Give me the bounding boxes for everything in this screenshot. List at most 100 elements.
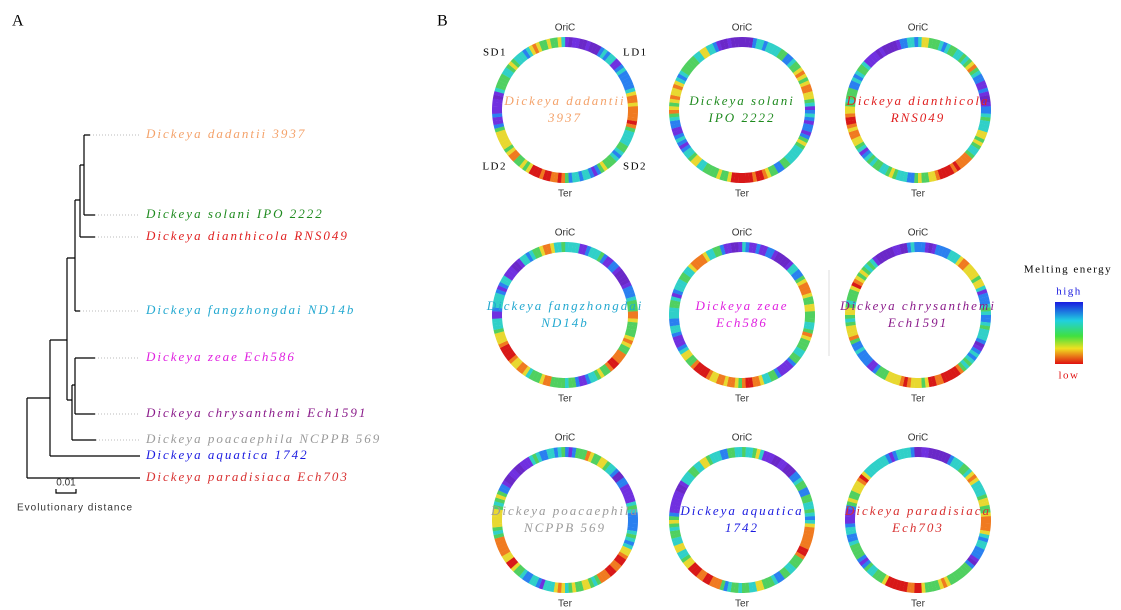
ring-segment: [708, 576, 717, 587]
ring-segment: [621, 545, 632, 554]
ring-segment: [878, 162, 887, 174]
ring-segment: [776, 570, 785, 582]
ring-segment: [538, 40, 546, 52]
ring-segment: [599, 570, 608, 582]
ring-segment: [682, 63, 694, 73]
ring-segment: [508, 61, 519, 71]
ring-segment: [602, 255, 612, 267]
ring-segment: [968, 272, 980, 281]
ring-segment: [581, 374, 588, 386]
ring-segment: [675, 486, 686, 495]
ring-segment: [719, 449, 726, 461]
ring-segment: [798, 135, 809, 144]
ter-label: Ter: [911, 599, 926, 610]
ring-segment: [702, 572, 711, 584]
genome-label: Dickeya solani: [688, 93, 795, 108]
ring-segment: [895, 374, 902, 386]
ring-segment: [934, 244, 941, 256]
ring-segment: [690, 55, 700, 66]
ring-segment: [673, 285, 685, 293]
ring-segment: [498, 545, 509, 554]
ring-segment: [702, 456, 711, 468]
ring-segment: [940, 167, 948, 179]
ring-segment: [937, 245, 945, 257]
ring-segment: [696, 255, 706, 267]
ring-segment: [854, 346, 866, 355]
ring-segment: [801, 87, 813, 94]
ring-segment: [957, 258, 967, 269]
ring-segment: [623, 83, 635, 91]
ring-segment: [770, 454, 779, 466]
genome-label: Dickeya aquatica: [679, 503, 803, 518]
ring-segment: [590, 371, 599, 382]
ring-segment: [767, 166, 776, 177]
genome-label: IPO 2222: [708, 110, 776, 125]
ring-segment: [519, 255, 529, 267]
ring-segment: [784, 465, 794, 476]
ring-segment: [626, 94, 638, 101]
ring-segment: [501, 480, 513, 489]
ring-segment: [964, 266, 975, 276]
ring-segment: [542, 169, 549, 181]
ring-segment: [949, 162, 958, 174]
ring-segment: [792, 477, 804, 486]
ring-segment: [615, 144, 627, 154]
ring-segment: [884, 43, 893, 54]
ring-segment: [902, 581, 909, 593]
ring-segment: [593, 249, 602, 261]
ring-segment: [849, 285, 861, 293]
ring-segment: [587, 246, 595, 258]
ring-segment: [708, 453, 717, 464]
ring-segment: [764, 41, 772, 53]
ring-segment: [545, 375, 552, 387]
ring-segment: [621, 281, 632, 290]
ring-segment: [794, 551, 806, 560]
ring-segment: [671, 126, 683, 133]
ring-segment: [584, 373, 592, 385]
ring-segment: [964, 471, 975, 481]
ring-segment: [799, 80, 811, 88]
ring-segment: [943, 576, 952, 587]
ring-segment: [888, 41, 896, 53]
ring-segment: [516, 258, 526, 269]
ring-segment: [528, 574, 537, 586]
ring-segment: [682, 268, 694, 278]
ring-segment: [974, 545, 985, 554]
ring-segment: [895, 449, 902, 461]
ring-segment: [786, 152, 797, 162]
ring-segment: [673, 490, 685, 498]
ring-segment: [966, 557, 978, 567]
ring-segment: [613, 269, 625, 279]
ring-segment: [496, 490, 508, 498]
ring-segment: [680, 554, 692, 563]
ring-segment: [675, 340, 686, 349]
ring-segment: [847, 497, 859, 504]
ring-segment: [773, 162, 782, 174]
ring-segment: [875, 48, 884, 60]
ring-segment: [966, 269, 978, 279]
ring-segment: [494, 536, 506, 543]
ring-segment: [617, 70, 629, 79]
ring-segment: [622, 285, 634, 293]
genome-label: NCPPB 569: [523, 520, 606, 535]
ori-label: OriC: [555, 433, 576, 444]
ori-label: OriC: [908, 23, 929, 34]
genome-label: Dickeya fangzhongdai: [486, 298, 644, 313]
ring-segment: [972, 73, 984, 82]
ring-segment: [596, 251, 605, 263]
ring-segment: [888, 372, 896, 384]
ring-segment: [531, 576, 540, 587]
ring-segment: [617, 275, 629, 284]
ring-segment: [546, 448, 553, 460]
ring-segment: [946, 44, 955, 56]
ring-segment: [803, 324, 815, 331]
ring-segment: [702, 251, 711, 263]
ring-segment: [505, 268, 517, 278]
ring-segment: [590, 248, 599, 259]
ring-segment: [621, 340, 632, 349]
ring-segment: [930, 580, 937, 592]
ring-segment: [798, 76, 809, 85]
ring-segment: [596, 46, 605, 58]
axis-label: Evolutionary distance: [17, 503, 133, 514]
ring-segment: [849, 132, 861, 140]
